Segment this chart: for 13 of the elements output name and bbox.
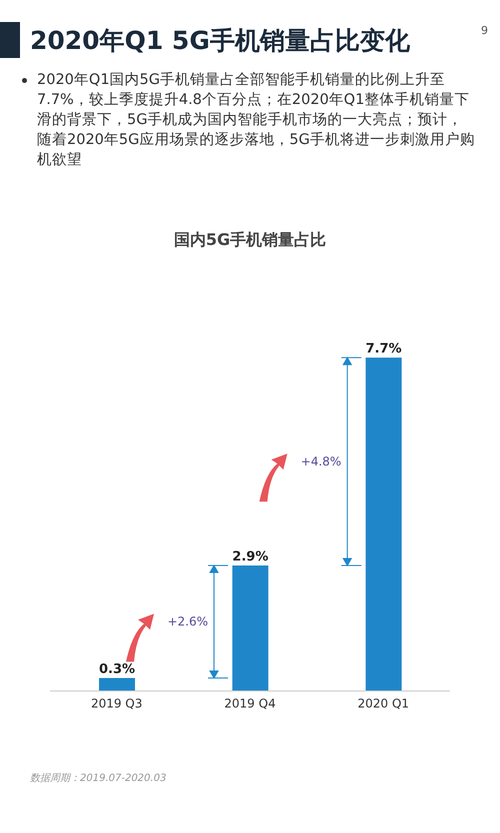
data-label: 0.3% xyxy=(98,662,136,678)
text: 9 xyxy=(481,24,488,37)
data-label: 7.7% xyxy=(366,342,402,357)
annotation: +2.6% xyxy=(167,614,208,629)
x-tick-label: 2019 Q3 xyxy=(90,696,142,711)
x-tick-label: 2020 Q1 xyxy=(358,696,410,711)
chart-title: 2020年Q1 5G手机销量占比变化 xyxy=(30,24,410,56)
text: 数据周期：2019.07-2020.03 xyxy=(30,772,168,785)
text: 国内5G手机销量占比 xyxy=(172,230,328,251)
x-tick-label: 2019 Q4 xyxy=(224,696,276,711)
annotation: +4.8% xyxy=(300,454,342,469)
data-label: 2.9% xyxy=(232,549,268,564)
chart-subtitle: 2020年Q1国内5G手机销量占全部智能手机销量的比例上升至7.7%，较上季度提升4.8个百分点；在2020年Q1整体手机销量下滑的背景下，5G手机成为国内智能手机市场的一大亮点；预计，随着2020年5G应用场景的逐步落地，5G手机将进一步刺激用户购机欲望 xyxy=(37,70,476,170)
